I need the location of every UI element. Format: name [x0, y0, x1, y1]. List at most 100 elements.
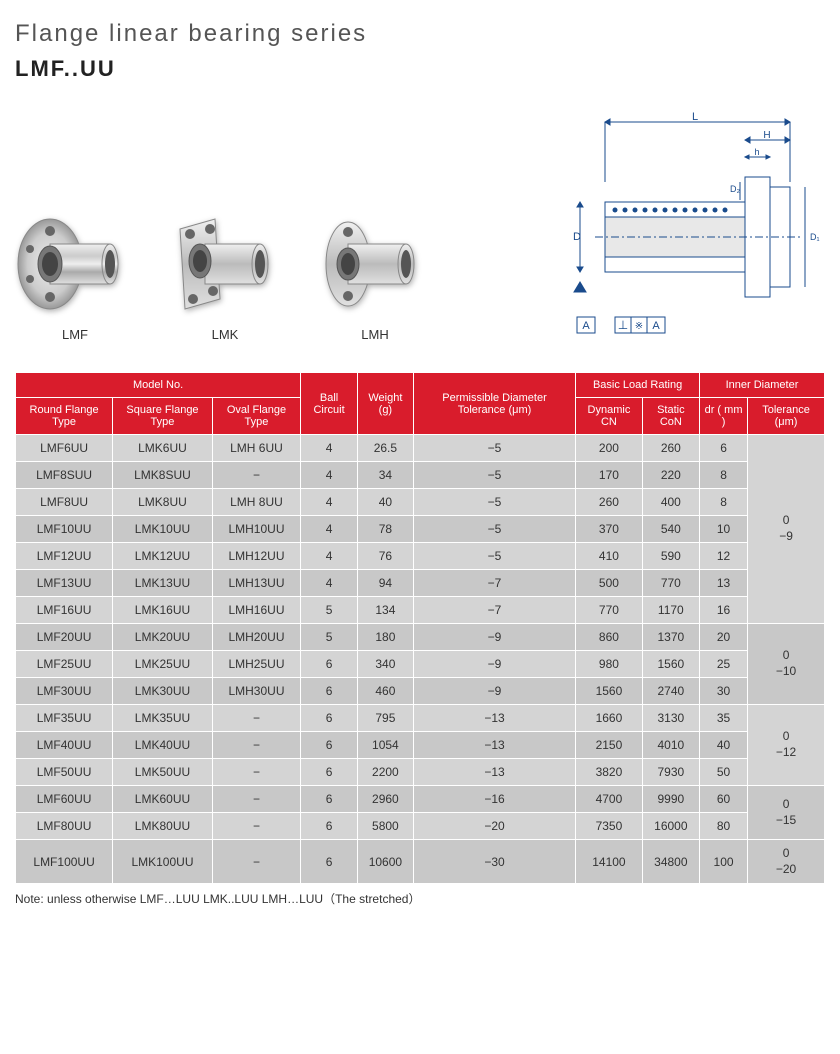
- cell-r: LMF13UU: [16, 570, 113, 597]
- cell-dy: 2150: [576, 732, 643, 759]
- table-row: LMF60UULMK60UU−62960−1647009990600−15: [16, 786, 825, 813]
- cell-dr: 16: [699, 597, 747, 624]
- cell-w: 460: [357, 678, 413, 705]
- cell-r: LMF12UU: [16, 543, 113, 570]
- cell-s: LMK6UU: [113, 435, 213, 462]
- table-row: LMF8UULMK8UULMH 8UU440−52604008: [16, 489, 825, 516]
- svg-text:※: ※: [635, 321, 643, 332]
- cell-w: 94: [357, 570, 413, 597]
- cell-st: 400: [642, 489, 699, 516]
- cell-w: 2960: [357, 786, 413, 813]
- cell-st: 9990: [642, 786, 699, 813]
- cell-dy: 170: [576, 462, 643, 489]
- cell-dy: 770: [576, 597, 643, 624]
- product-gallery: LMF: [15, 209, 525, 342]
- cell-w: 78: [357, 516, 413, 543]
- product-lmh-label: LMH: [315, 327, 435, 342]
- cell-r: LMF6UU: [16, 435, 113, 462]
- cell-tolerance: 0−20: [748, 840, 825, 884]
- table-row: LMF100UULMK100UU−610600−3014100348001000…: [16, 840, 825, 884]
- table-row: LMF10UULMK10UULMH10UU478−537054010: [16, 516, 825, 543]
- cell-s: LMK25UU: [113, 651, 213, 678]
- dim-L: L: [692, 112, 698, 123]
- cell-o: −: [212, 732, 300, 759]
- product-lmk-image: [165, 209, 285, 319]
- cell-o: −: [212, 786, 300, 813]
- cell-r: LMF20UU: [16, 624, 113, 651]
- cell-o: −: [212, 462, 300, 489]
- table-row: LMF20UULMK20UULMH20UU5180−98601370200−10: [16, 624, 825, 651]
- cell-o: −: [212, 813, 300, 840]
- datum-A1: A: [582, 320, 590, 332]
- cell-dy: 370: [576, 516, 643, 543]
- cell-st: 1370: [642, 624, 699, 651]
- cell-o: LMH12UU: [212, 543, 300, 570]
- page-title: Flange linear bearing series: [15, 20, 825, 48]
- cell-s: LMK20UU: [113, 624, 213, 651]
- cell-st: 3130: [642, 705, 699, 732]
- dim-h: h: [754, 147, 759, 157]
- cell-dr: 10: [699, 516, 747, 543]
- cell-st: 540: [642, 516, 699, 543]
- cell-s: LMK13UU: [113, 570, 213, 597]
- cell-s: LMK10UU: [113, 516, 213, 543]
- cell-r: LMF25UU: [16, 651, 113, 678]
- th-inner: Inner Diameter: [699, 373, 824, 398]
- cell-o: −: [212, 705, 300, 732]
- th-static: Static CoN: [642, 398, 699, 435]
- cell-w: 180: [357, 624, 413, 651]
- table-row: LMF25UULMK25UULMH25UU6340−9980156025: [16, 651, 825, 678]
- cell-dy: 3820: [576, 759, 643, 786]
- cell-dr: 13: [699, 570, 747, 597]
- cell-r: LMF40UU: [16, 732, 113, 759]
- cell-pt: −7: [413, 597, 575, 624]
- product-lmk-label: LMK: [165, 327, 285, 342]
- th-model: Model No.: [16, 373, 301, 398]
- cell-pt: −7: [413, 570, 575, 597]
- cell-dy: 410: [576, 543, 643, 570]
- cell-o: LMH25UU: [212, 651, 300, 678]
- cell-o: LMH30UU: [212, 678, 300, 705]
- cell-dr: 30: [699, 678, 747, 705]
- cell-b: 6: [301, 759, 358, 786]
- cell-dr: 25: [699, 651, 747, 678]
- cell-o: LMH10UU: [212, 516, 300, 543]
- cell-dr: 60: [699, 786, 747, 813]
- dim-D: D: [573, 231, 581, 243]
- cell-dy: 980: [576, 651, 643, 678]
- cell-pt: −9: [413, 678, 575, 705]
- th-round: Round Flange Type: [16, 398, 113, 435]
- cell-dy: 1660: [576, 705, 643, 732]
- cell-o: LMH 8UU: [212, 489, 300, 516]
- cell-w: 34: [357, 462, 413, 489]
- cell-st: 2740: [642, 678, 699, 705]
- cell-st: 4010: [642, 732, 699, 759]
- cell-r: LMF50UU: [16, 759, 113, 786]
- cell-w: 795: [357, 705, 413, 732]
- cell-r: LMF8SUU: [16, 462, 113, 489]
- cell-b: 5: [301, 597, 358, 624]
- table-row: LMF13UULMK13UULMH13UU494−750077013: [16, 570, 825, 597]
- table-row: LMF16UULMK16UULMH16UU5134−7770117016: [16, 597, 825, 624]
- cell-pt: −5: [413, 516, 575, 543]
- cell-w: 2200: [357, 759, 413, 786]
- cell-st: 1560: [642, 651, 699, 678]
- cell-s: LMK40UU: [113, 732, 213, 759]
- cell-dr: 100: [699, 840, 747, 884]
- cell-o: −: [212, 840, 300, 884]
- product-lmf-label: LMF: [15, 327, 135, 342]
- cell-w: 10600: [357, 840, 413, 884]
- cell-tolerance: 0−9: [748, 435, 825, 624]
- cell-o: LMH 6UU: [212, 435, 300, 462]
- cell-s: LMK8UU: [113, 489, 213, 516]
- cell-r: LMF80UU: [16, 813, 113, 840]
- table-row: LMF12UULMK12UULMH12UU476−541059012: [16, 543, 825, 570]
- cell-b: 4: [301, 516, 358, 543]
- cell-dr: 6: [699, 435, 747, 462]
- cell-st: 590: [642, 543, 699, 570]
- cell-pt: −5: [413, 543, 575, 570]
- cell-b: 6: [301, 786, 358, 813]
- cell-w: 1054: [357, 732, 413, 759]
- spec-table: Model No. Ball Circuit Weight (g) Permis…: [15, 372, 825, 884]
- cell-dr: 50: [699, 759, 747, 786]
